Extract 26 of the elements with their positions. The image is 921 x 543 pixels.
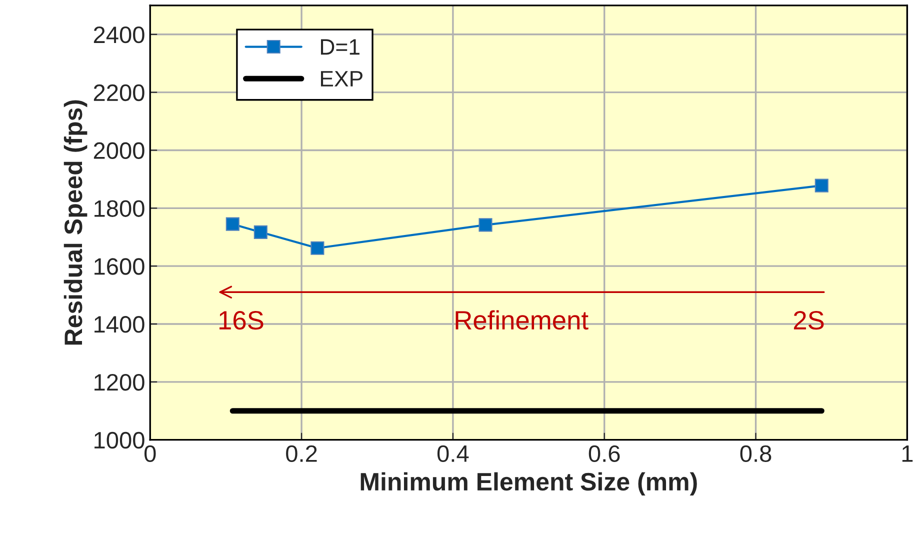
y-tick-label: 1800 (94, 200, 144, 217)
point (478, 218, 492, 232)
y-tick-label: 1000 (94, 432, 144, 449)
x-tick-label: 1 (902, 446, 913, 462)
x-tick-label: 0 (144, 445, 156, 462)
legend-label: D=1 (320, 39, 360, 55)
x-tick-label: 0.8 (740, 445, 772, 462)
annotation: Refinement (456, 310, 588, 330)
point (310, 241, 324, 255)
x-tick-label: 0.4 (437, 445, 469, 462)
y-axis-title: Residual Speed (fps) (64, 100, 88, 345)
y-tick-label: 1200 (94, 374, 144, 391)
x-tick-label: 0.2 (286, 445, 317, 462)
point (814, 178, 828, 192)
point (226, 217, 240, 231)
annotation: 16S (220, 310, 264, 330)
y-tick-label: 2200 (94, 84, 144, 102)
annotation: 2S (794, 310, 824, 330)
legend-label: EXP (320, 71, 362, 86)
y-tick-label: 2400 (94, 26, 144, 44)
y-tick-label: 1400 (94, 316, 144, 333)
x-tick-label: 0.6 (588, 445, 620, 462)
y-tick-label: 2000 (94, 142, 144, 160)
y-tick-label: 1600 (94, 258, 144, 275)
point (254, 225, 268, 239)
x-axis-title: Minimum Element Size (mm) (360, 472, 697, 496)
